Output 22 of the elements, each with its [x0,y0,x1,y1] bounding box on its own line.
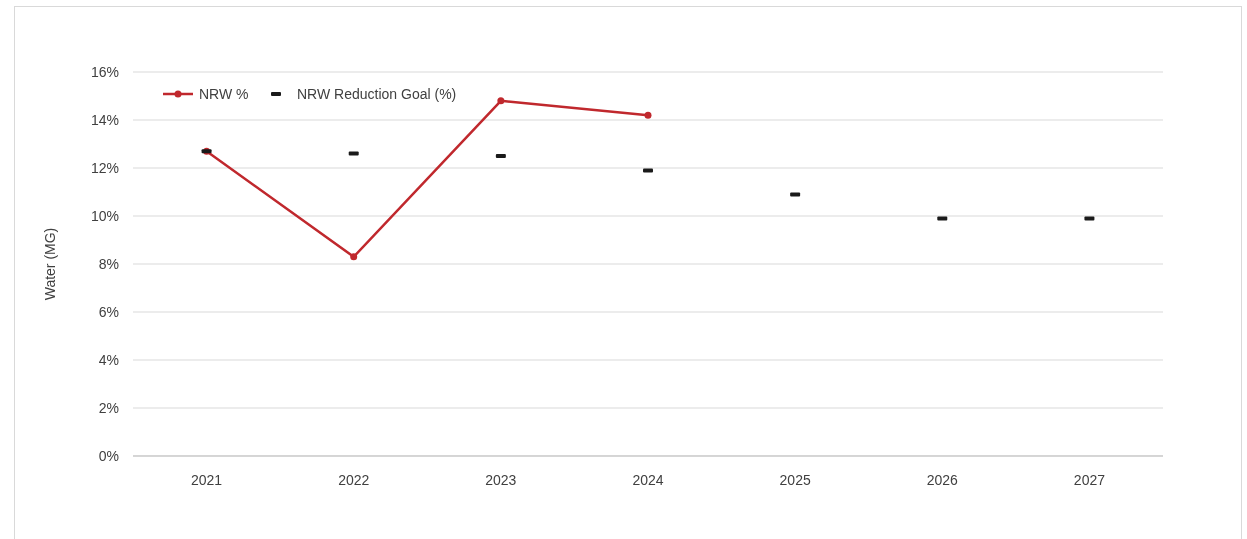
point [350,253,358,261]
x-tick-label: 2023 [485,472,517,488]
y-tick-label: 12% [90,159,119,176]
x-tick-label: 2021 [190,472,223,488]
y-tick-label: 6% [98,303,119,320]
y-tick-label: 10% [90,207,119,224]
x-tick-label: 2025 [779,472,811,488]
y-tick-label: 2% [98,399,119,416]
x-tick-label: 2022 [338,472,370,488]
point [644,111,652,119]
x-tick-label: 2024 [632,472,664,488]
legend-label: NRW Reduction Goal (%) [297,85,457,102]
legend-label: NRW % [199,85,249,102]
point [497,97,505,105]
y-tick-label: 4% [98,351,119,368]
x-tick-label: 2026 [926,472,959,488]
y-tick-label: 14% [90,111,119,128]
y-axis-title: Water (MG) [42,227,58,301]
y-tick-label: 0% [98,447,119,464]
x-tick-label: 2027 [1073,472,1106,488]
y-tick-label: 8% [98,255,119,272]
y-tick-label: 16% [90,63,119,80]
